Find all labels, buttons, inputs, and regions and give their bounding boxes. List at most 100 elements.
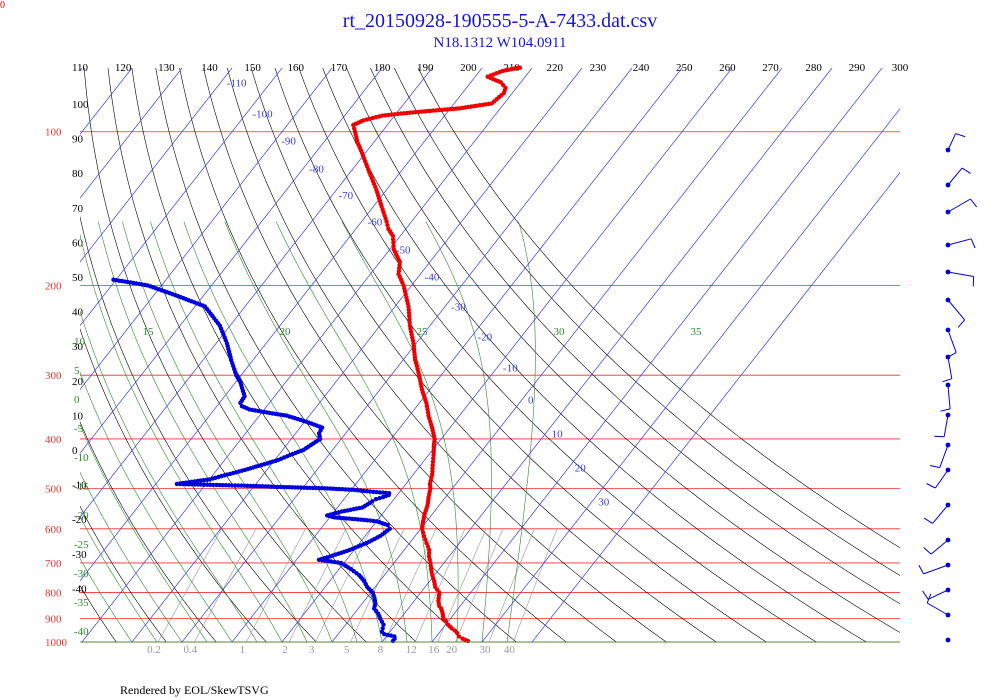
theta-label: 240 (633, 62, 650, 74)
mixing-ratio-line (246, 528, 306, 642)
mixing-ratio-label: 40 (504, 644, 516, 656)
dry-adiabat (274, 68, 767, 642)
dewpoint-point (233, 483, 238, 488)
dry-adiabat (131, 68, 467, 642)
moist-label-left: -10 (74, 452, 89, 464)
temperature-point (352, 129, 358, 134)
moist-label-top: 20 (280, 326, 292, 338)
moist-label-left: 10 (74, 336, 86, 348)
render-credit: Rendered by EOL/SkewTSVG (120, 683, 269, 697)
moist-adiabat (98, 221, 308, 642)
moist-adiabat (80, 471, 183, 642)
left-theta-label: 50 (72, 272, 84, 284)
temperature-point (428, 560, 433, 566)
temperature-point (430, 459, 436, 464)
temperature-point (424, 540, 429, 546)
wind-barb-flag (926, 593, 932, 604)
isotherm-line (80, 68, 83, 72)
isobar-label: 900 (45, 614, 62, 626)
mixing-ratio-label: 8 (378, 644, 384, 656)
dewpoint-point (111, 277, 116, 282)
temperature-point (426, 554, 432, 559)
chart-title: rt_20150928-190555-5-A-7433.dat.csv (342, 10, 658, 32)
dewpoint-point (392, 634, 397, 639)
dewpoint-point (388, 633, 394, 638)
isobar-label: 800 (45, 588, 62, 600)
mixing-ratio-line (513, 528, 558, 642)
dry-adiabat (0, 68, 66, 642)
chart-subtitle: N18.1312 W104.0911 (433, 35, 567, 51)
left-theta-label: 70 (72, 203, 84, 215)
temperature-point (385, 223, 390, 228)
left-theta-label: -10 (72, 480, 87, 492)
wind-barb-station (945, 637, 951, 643)
dry-adiabat (80, 328, 267, 642)
moist-label-left: 0 (74, 394, 80, 406)
theta-label: 280 (805, 62, 822, 74)
wind-barb-shaft (947, 384, 951, 409)
isotherm-label: -40 (425, 271, 440, 283)
mixing-ratio-label: 5 (344, 644, 350, 656)
moist-adiabat (506, 221, 536, 642)
dry-adiabat (394, 68, 900, 576)
mixing-ratio-line (288, 528, 347, 642)
temperature-point (456, 634, 462, 639)
dry-adiabat (80, 505, 167, 642)
temperature-point (423, 537, 428, 542)
wind-barb-shaft (943, 414, 949, 437)
temperature-point (406, 307, 411, 312)
isotherm-label: -50 (396, 244, 411, 256)
isotherm-line (0, 68, 32, 642)
moist-label-left: -15 (74, 481, 89, 493)
dewpoint-point (242, 483, 247, 488)
temperature-point (407, 323, 413, 328)
dewpoint-point (214, 482, 219, 488)
temperature-point (460, 636, 465, 641)
moist-adiabat (341, 221, 459, 642)
mixing-ratio-line (455, 528, 504, 642)
temperature-point (430, 472, 435, 477)
dry-adiabat (0, 68, 16, 642)
moist-adiabat (425, 221, 492, 642)
temperature-point (390, 237, 396, 242)
isotherm-line (481, 108, 900, 642)
dewpoint-point (211, 482, 216, 488)
dewpoint-point (326, 558, 331, 564)
dry-adiabat (298, 68, 817, 642)
isotherm-line (80, 68, 133, 135)
isotherm-label: 0 (528, 395, 534, 407)
moist-adiabat (150, 221, 358, 642)
dry-adiabat (80, 421, 217, 642)
dry-adiabat (227, 68, 667, 642)
dewpoint-point (371, 489, 376, 494)
isotherm-line (80, 68, 183, 199)
left-theta-label: 100 (72, 99, 89, 111)
wind-barb-flag (918, 564, 925, 575)
isotherm-label: -110 (227, 77, 247, 89)
left-theta-label: 80 (72, 168, 84, 180)
mixing-ratio-label: 1 (240, 644, 246, 656)
dewpoint-point (220, 483, 225, 488)
moist-label-top: 35 (691, 326, 703, 338)
dry-adiabat (346, 68, 900, 633)
mixing-ratio-line (157, 528, 222, 642)
theta-label: 260 (719, 62, 736, 74)
moist-label-left: -35 (74, 597, 89, 609)
isobar-label: 1000 (45, 637, 68, 649)
dewpoint-point (236, 483, 241, 488)
isotherm-label: -80 (309, 163, 324, 175)
wind-barb-flag (940, 408, 951, 412)
dewpoint-point (387, 526, 392, 531)
wind-barb-shaft (947, 299, 966, 321)
moist-adiabat (80, 310, 258, 642)
dewpoint-point (217, 482, 222, 488)
isotherm-label: 30 (598, 496, 610, 508)
temperature-point (426, 551, 432, 556)
left-theta-label: 40 (72, 307, 84, 319)
temperature-point (425, 544, 431, 549)
dewpoint-point (380, 626, 385, 631)
isobar-label: 400 (45, 434, 62, 446)
left-theta-label: 90 (72, 134, 84, 146)
dewpoint-point (379, 629, 385, 634)
